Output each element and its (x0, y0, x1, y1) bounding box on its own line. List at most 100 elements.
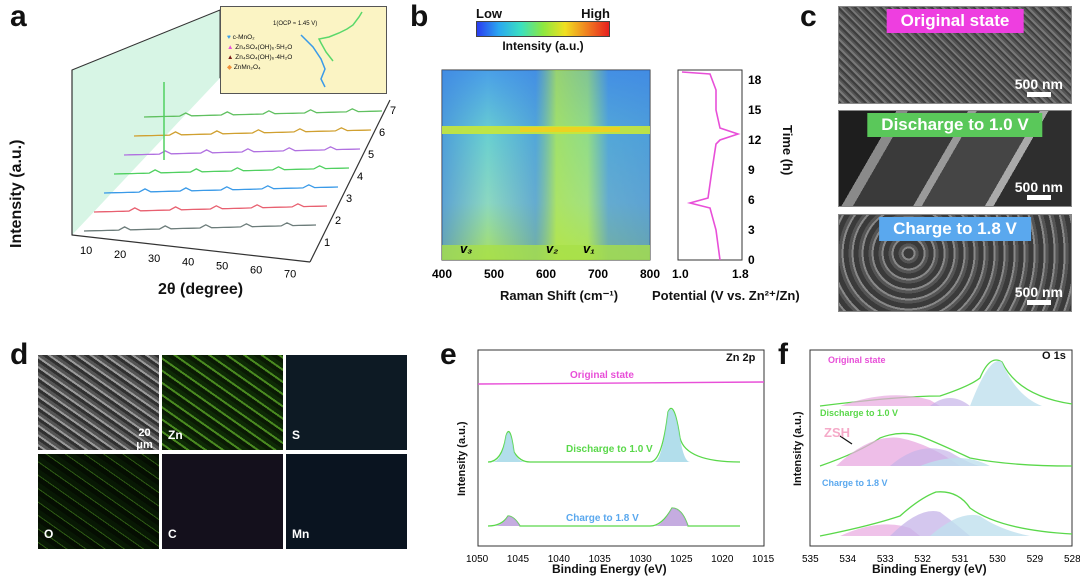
panel-e-ylabel: Intensity (a.u.) (456, 421, 468, 496)
xps-f-x-tick: 530 (989, 554, 1006, 565)
scale-bar-charge: 500 nm (1015, 284, 1063, 305)
raman-x-tick: 400 (432, 267, 452, 281)
sem-banner-charge: Charge to 1.8 V (879, 217, 1031, 241)
raman-x-tick: 500 (484, 267, 504, 281)
xps-f-x-tick: 532 (914, 554, 931, 565)
time-tick: 12 (748, 133, 762, 147)
panel-e-xps-chart: 1050 1045 1040 1035 1030 1025 1020 1015 (466, 349, 775, 565)
xps-e-x-tick: 1050 (466, 554, 489, 565)
xps-f-x-tick: 531 (952, 554, 969, 565)
panel-a-inset: ♥ c-MnO₂ ▲ Zn₄SO₄(OH)₆·5H₂O ▲ Zn₄SO₄(OH)₆·… (220, 6, 387, 94)
xrd-z-tick: 5 (368, 149, 374, 161)
scale-bar-original: 500 nm (1015, 76, 1063, 97)
sem-image-discharge: Discharge to 1.0 V 500 nm (838, 110, 1072, 207)
inset-ocp-label: 1(OCP ≈ 1.45 V) (273, 21, 318, 27)
xrd-pattern-2 (93, 203, 328, 213)
panel-b-colorbar: Low High Intensity (a.u.) (476, 6, 610, 53)
raman-x-tick: 800 (640, 267, 660, 281)
potential-tick: 1.8 (732, 267, 749, 281)
xps-f-x-tick: 534 (839, 554, 856, 565)
panel-f-xps-chart: 535 534 533 532 531 530 529 528 (802, 349, 1080, 565)
time-tick: 6 (748, 193, 755, 207)
xrd-pattern-1 (83, 222, 317, 232)
panel-label-d: d (10, 338, 29, 371)
panel-e-label-charge: Charge to 1.8 V (566, 513, 639, 524)
panel-b-time-label: Time (h) (780, 125, 795, 176)
legend-entry: ▲ Zn₄SO₄(OH)₆·5H₂O (227, 44, 293, 51)
panel-label-c: c (800, 0, 817, 33)
xrd-z-tick: 6 (379, 127, 385, 139)
panel-b-raman-chart: 400 500 600 700 800 v₃ v₂ v₁ 1.0 1.8 0 3 6 9 12 15… (432, 69, 762, 281)
xps-f-x-tick: 528 (1064, 554, 1080, 565)
legend-entry: ♥ c-MnO₂ (227, 34, 255, 41)
xrd-x-tick: 30 (148, 253, 160, 265)
colorbar-label: Intensity (a.u.) (502, 39, 584, 53)
xrd-z-tick: 4 (357, 171, 363, 183)
panel-label-e: e (440, 338, 457, 371)
xps-e-x-tick: 1035 (589, 554, 612, 565)
panel-f-title: O 1s (1042, 350, 1066, 362)
xrd-z-tick: 7 (390, 105, 396, 117)
panel-e-label-discharge: Discharge to 1.0 V (566, 444, 653, 455)
legend-entry: ◆ ZnMn₂O₄ (227, 64, 261, 71)
eds-tile-s: S (286, 355, 407, 450)
panel-b-xlabel: Raman Shift (cm⁻¹) (500, 288, 619, 303)
eds-tile-sem: 20 μm (38, 355, 159, 450)
xrd-x-tick: 40 (182, 257, 194, 269)
legend-symbol-icon: ◆ (227, 64, 234, 71)
panel-d-eds-grid: 20 μm Zn S O C Mn (38, 355, 408, 553)
panel-f-zsh-label: ZSH (824, 425, 850, 440)
xrd-x-tick: 10 (80, 245, 92, 257)
xps-e-x-tick: 1030 (629, 554, 652, 565)
eds-tile-mn: Mn (286, 454, 407, 549)
xps-e-x-tick: 1025 (670, 554, 693, 565)
time-tick: 18 (748, 73, 762, 87)
time-tick: 0 (748, 253, 755, 267)
eds-tile-c: C (162, 454, 283, 549)
panel-label-b: b (410, 0, 429, 33)
xrd-z-tick: 1 (324, 237, 330, 249)
xps-e-x-tick: 1045 (507, 554, 530, 565)
panel-a-ylabel: Intensity (a.u.) (8, 139, 25, 248)
raman-x-tick: 700 (588, 267, 608, 281)
colorbar-low-label: Low (476, 6, 502, 21)
time-tick: 9 (748, 163, 755, 177)
panel-b-potential-label: Potential (V vs. Zn²⁺/Zn) (652, 288, 800, 303)
colorbar-high-label: High (581, 6, 610, 21)
sem-image-original: Original state 500 nm (838, 6, 1072, 104)
xps-e-x-tick: 1015 (752, 554, 775, 565)
xrd-pattern-7 (143, 108, 383, 118)
panel-label-a: a (10, 0, 27, 33)
xps-f-x-tick: 529 (1027, 554, 1044, 565)
xrd-pattern-4 (113, 165, 350, 175)
xrd-pattern-6 (133, 127, 372, 137)
legend-symbol-icon: ▲ (227, 44, 236, 51)
time-tick: 15 (748, 103, 762, 117)
xps-e-x-tick: 1040 (548, 554, 571, 565)
sem-banner-original: Original state (886, 9, 1024, 33)
sem-banner-discharge: Discharge to 1.0 V (867, 113, 1043, 137)
panel-a-xlabel: 2θ (degree) (158, 281, 244, 298)
peak-label-v1: v₁ (583, 241, 595, 256)
time-tick: 3 (748, 223, 755, 237)
xrd-x-tick: 70 (284, 268, 296, 280)
panel-f-label-discharge: Discharge to 1.0 V (820, 408, 899, 418)
raman-x-tick: 600 (536, 267, 556, 281)
peak-label-v3: v₃ (460, 241, 472, 256)
eds-tile-zn: Zn (162, 355, 283, 450)
eds-scale-bar: 20 μm (130, 427, 159, 450)
peak-label-v2: v₂ (546, 241, 558, 256)
panel-e-title: Zn 2p (726, 352, 756, 364)
scale-bar-discharge: 500 nm (1015, 179, 1063, 200)
xps-f-x-tick: 535 (802, 554, 819, 565)
potential-tick: 1.0 (672, 267, 689, 281)
panel-f-ylabel: Intensity (a.u.) (792, 411, 804, 486)
legend-symbol-icon: ♥ (227, 34, 233, 41)
xrd-x-tick: 60 (250, 265, 262, 277)
panel-e-xlabel: Binding Energy (eV) (552, 562, 667, 576)
panel-f-xlabel: Binding Energy (eV) (872, 562, 987, 576)
xps-f-x-tick: 533 (877, 554, 894, 565)
panel-f-label-charge: Charge to 1.8 V (822, 478, 888, 488)
panel-label-f: f (778, 338, 788, 371)
